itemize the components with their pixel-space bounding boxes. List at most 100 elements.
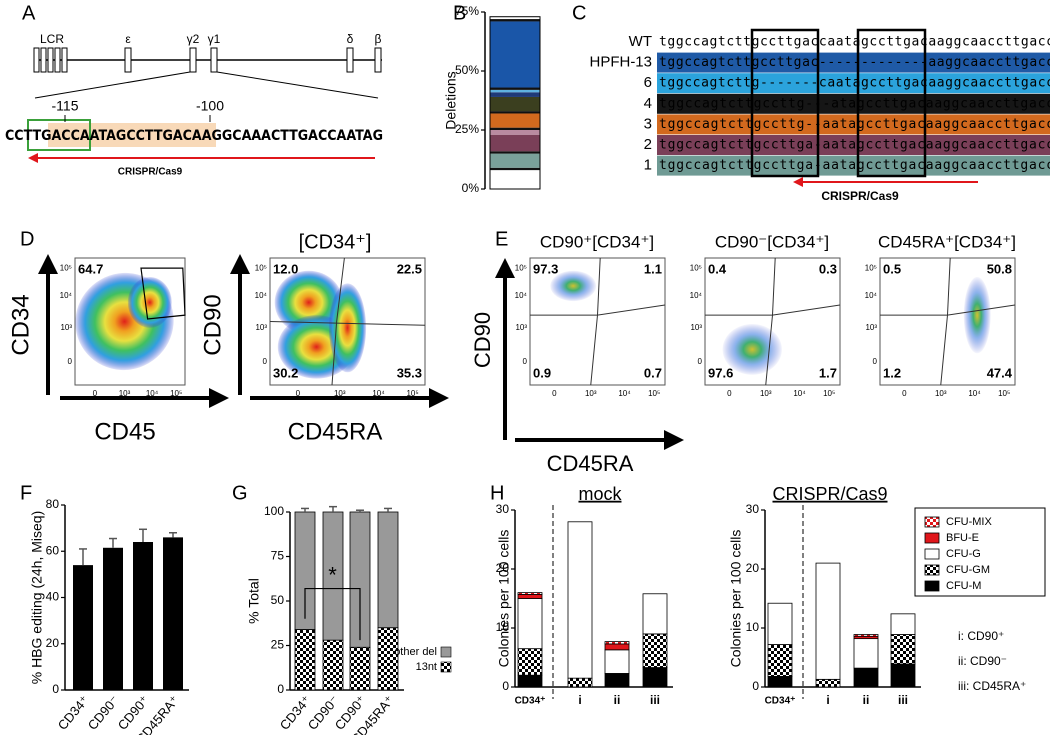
- panel-label: H: [490, 482, 504, 504]
- gate-value: 1.7: [819, 365, 837, 380]
- key-label: ii: CD90⁻: [958, 654, 1007, 668]
- row-sequence: tggccagtcttgccttg--aatagccttgacaaggcaacc…: [659, 117, 1050, 132]
- y-tick-label: 25%: [455, 122, 479, 136]
- significance: *: [328, 562, 337, 587]
- y-axis-label: Colonies per 100 cells: [728, 530, 744, 668]
- plot-title: CD90⁺[CD34⁺]: [540, 232, 654, 251]
- y-tick-label: 10⁵: [690, 263, 702, 272]
- x-tick-label: 10⁴: [146, 389, 159, 398]
- row-bg: [657, 155, 1050, 176]
- panel-label: C: [572, 2, 586, 24]
- gene-label: ε: [125, 32, 131, 46]
- gate-value: 1.2: [883, 365, 901, 380]
- y-tick-label: 0: [523, 357, 528, 366]
- cas9-label: CRISPR/Cas9: [118, 167, 183, 178]
- y-tick-label: 40: [46, 590, 60, 604]
- gene-label: β: [375, 32, 382, 46]
- sequence: CCTTGACCAATAGCCTTGACAAGGCAAACTTGACCAATAG: [5, 128, 383, 144]
- plot-title: CD45RA⁺[CD34⁺]: [878, 232, 1016, 251]
- x-tick-label: CD34⁺: [765, 696, 796, 707]
- lcr-site: [33, 47, 40, 73]
- density: [328, 283, 367, 373]
- bar-segment: [490, 111, 540, 114]
- y-axis-label: % HBG editing (24h, Miseq): [29, 511, 45, 685]
- y-tick-label: 75%: [455, 4, 479, 18]
- y-tick-label: 0: [752, 679, 759, 693]
- y-tick-label: 0: [52, 682, 59, 696]
- x-tick-label: CD34⁺: [55, 692, 92, 732]
- zoom-line: [216, 71, 379, 99]
- bar: [73, 565, 93, 690]
- x-tick-label: 10³: [935, 389, 947, 398]
- bar-segment: [490, 87, 540, 90]
- bar-segment: [490, 19, 540, 22]
- cas9-label: CRISPR/Cas9: [821, 189, 899, 203]
- x-tick-label: i: [826, 693, 829, 707]
- legend-swatch: [924, 532, 940, 544]
- x-tick-label: 10⁵: [823, 389, 835, 398]
- green-box: [27, 119, 91, 151]
- plot-frame: [879, 257, 1016, 386]
- gene-label: δ: [347, 32, 354, 46]
- gate-line: [269, 321, 426, 326]
- chart-title: CRISPR/Cas9: [772, 484, 887, 504]
- bar-segment: [890, 613, 916, 635]
- y-tick-label: 0: [68, 357, 73, 366]
- bar-segment: [815, 678, 841, 688]
- gene-label: γ2: [187, 32, 200, 46]
- y-tick-label: 0: [698, 357, 703, 366]
- y-tick-label: 10⁴: [690, 291, 703, 300]
- y-tick-label: 10⁴: [865, 291, 878, 300]
- lcr-site: [54, 47, 61, 73]
- gate-value: 12.0: [273, 261, 298, 276]
- highlight: [48, 123, 216, 147]
- gate-value: 0.9: [533, 365, 551, 380]
- legend-label: other del: [394, 646, 437, 658]
- density: [963, 277, 991, 354]
- bar-segment: [853, 634, 879, 637]
- gate-value: 0.5: [883, 261, 901, 276]
- x-tick-label: 10³: [585, 389, 597, 398]
- legend-label: CFU-MIX: [946, 516, 992, 528]
- legend-swatch: [440, 661, 452, 673]
- x-tick-label: 10⁴: [793, 389, 806, 398]
- align-box: [856, 28, 927, 178]
- x-tick-label: 10⁵: [170, 389, 182, 398]
- sig-bracket: [304, 587, 361, 641]
- y-tick-label: 10⁴: [515, 291, 528, 300]
- bar-segment: [490, 130, 540, 135]
- y-tick-label: 10⁵: [515, 263, 527, 272]
- gate: [140, 267, 186, 320]
- legend-swatch: [924, 548, 940, 560]
- row-label: 6: [644, 74, 652, 91]
- position-label: -100: [196, 98, 224, 114]
- y-tick-label: 10⁵: [255, 263, 267, 272]
- gate-value: 30.2: [273, 365, 298, 380]
- x-tick-label: 0: [296, 389, 301, 398]
- axis-label: CD90: [199, 294, 226, 355]
- bar-segment: [642, 593, 668, 635]
- x-tick-label: 10⁵: [998, 389, 1010, 398]
- bar-segment: [490, 89, 540, 93]
- y-tick-label: 30: [746, 502, 760, 516]
- bar-segment: [322, 639, 344, 691]
- row-label: 2: [644, 136, 652, 153]
- y-tick-label: 0: [263, 357, 268, 366]
- position-label: -115: [52, 98, 79, 114]
- row-sequence: tggccagtcttgccttgac-------------aaggcaac…: [659, 55, 1050, 70]
- row-bg: [657, 93, 1050, 114]
- y-tick-label: 0: [873, 357, 878, 366]
- gate-value: 0.4: [708, 261, 727, 276]
- row-sequence: tggccagtcttgccttgaccaatagccttgacaaggcaac…: [659, 35, 1050, 50]
- y-tick-label: 75: [271, 549, 285, 563]
- y-tick-label: 10³: [865, 323, 877, 332]
- gate-value: 97.3: [533, 261, 558, 276]
- bar-outline: [489, 16, 541, 190]
- y-tick-label: 20: [746, 561, 760, 575]
- x-tick-label: 0: [552, 389, 557, 398]
- y-tick-label: 0: [502, 679, 509, 693]
- panel-label: E: [495, 228, 508, 250]
- row-sequence: tggccagtcttgccttga-aatagccttgacaaggcaacc…: [659, 158, 1050, 173]
- bar-segment: [517, 648, 543, 676]
- axis-label: CD45: [94, 418, 155, 445]
